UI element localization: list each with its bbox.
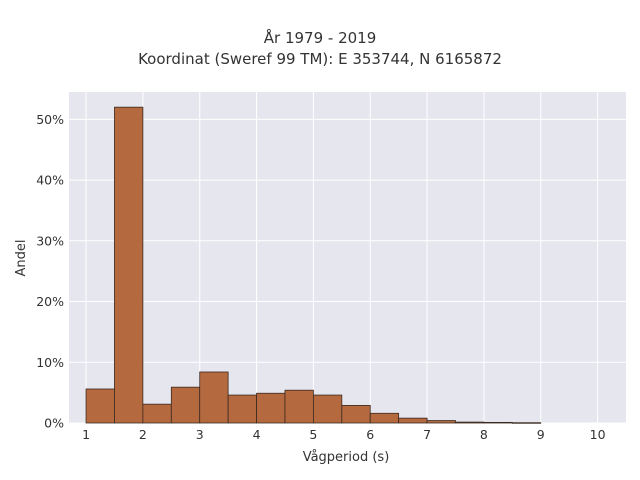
histogram-bar xyxy=(227,394,257,424)
histogram-bar xyxy=(284,389,314,424)
x-tick-label: 4 xyxy=(253,427,261,442)
histogram-bar xyxy=(511,422,542,424)
chart-subtitle: Koordinat (Sweref 99 TM): E 353744, N 61… xyxy=(138,50,502,68)
y-tick-label: 0% xyxy=(44,416,64,431)
histogram-bar xyxy=(426,420,456,424)
y-tick-label: 20% xyxy=(36,294,64,309)
x-tick-label: 6 xyxy=(366,427,374,442)
histogram-bar xyxy=(398,417,428,424)
histogram-bar xyxy=(341,404,371,424)
histogram-bar xyxy=(114,106,144,424)
y-tick-label: 40% xyxy=(36,173,64,188)
histogram-bar xyxy=(256,392,286,424)
x-axis-label: Vågperiod (s) xyxy=(303,450,390,465)
y-tick-label: 50% xyxy=(36,112,64,127)
histogram-bar xyxy=(483,421,513,424)
histogram-bar xyxy=(142,403,172,424)
histogram-bar xyxy=(85,388,115,424)
x-tick-label: 1 xyxy=(82,427,90,442)
histogram-bar xyxy=(455,421,485,424)
x-tick-label: 5 xyxy=(309,427,317,442)
plot-area xyxy=(69,92,626,423)
histogram-bar xyxy=(199,371,229,424)
x-tick-label: 9 xyxy=(537,427,545,442)
y-tick-label: 30% xyxy=(36,233,64,248)
x-tick-label: 7 xyxy=(423,427,431,442)
y-axis-label: Andel xyxy=(14,240,29,277)
histogram-bar xyxy=(312,394,343,424)
x-tick-label: 10 xyxy=(590,427,606,442)
x-tick-label: 2 xyxy=(139,427,147,442)
histogram-bar xyxy=(170,386,201,424)
histogram-bar xyxy=(369,412,400,424)
chart-title: År 1979 - 2019 xyxy=(263,29,377,47)
y-tick-label: 10% xyxy=(36,355,64,370)
x-tick-label: 8 xyxy=(480,427,488,442)
x-tick-label: 3 xyxy=(196,427,204,442)
